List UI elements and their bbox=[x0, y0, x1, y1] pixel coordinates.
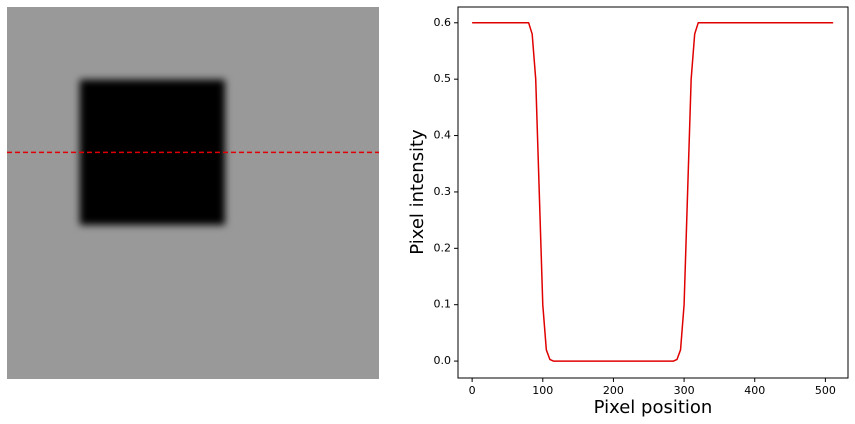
x-tick-label: 300 bbox=[674, 384, 695, 397]
x-tick-label: 0 bbox=[469, 384, 476, 397]
x-tick-label: 100 bbox=[532, 384, 553, 397]
profile-line bbox=[472, 22, 834, 362]
y-tick-label: 0.0 bbox=[434, 354, 452, 367]
y-tick-label: 0.5 bbox=[434, 72, 452, 85]
y-tick-label: 0.6 bbox=[434, 16, 452, 29]
x-tick-label: 200 bbox=[603, 384, 624, 397]
plot-frame bbox=[457, 6, 849, 379]
image bbox=[7, 7, 379, 379]
y-tick-label: 0.4 bbox=[434, 129, 452, 142]
x-axis-label: Pixel position bbox=[594, 397, 713, 418]
y-tick-label: 0.2 bbox=[434, 241, 452, 254]
x-tick-label: 500 bbox=[815, 384, 836, 397]
y-tick-label: 0.3 bbox=[434, 185, 452, 198]
x-tick-label: 400 bbox=[744, 384, 765, 397]
y-axis-label: Pixel intensity bbox=[407, 129, 428, 255]
y-tick-label: 0.1 bbox=[434, 298, 452, 311]
